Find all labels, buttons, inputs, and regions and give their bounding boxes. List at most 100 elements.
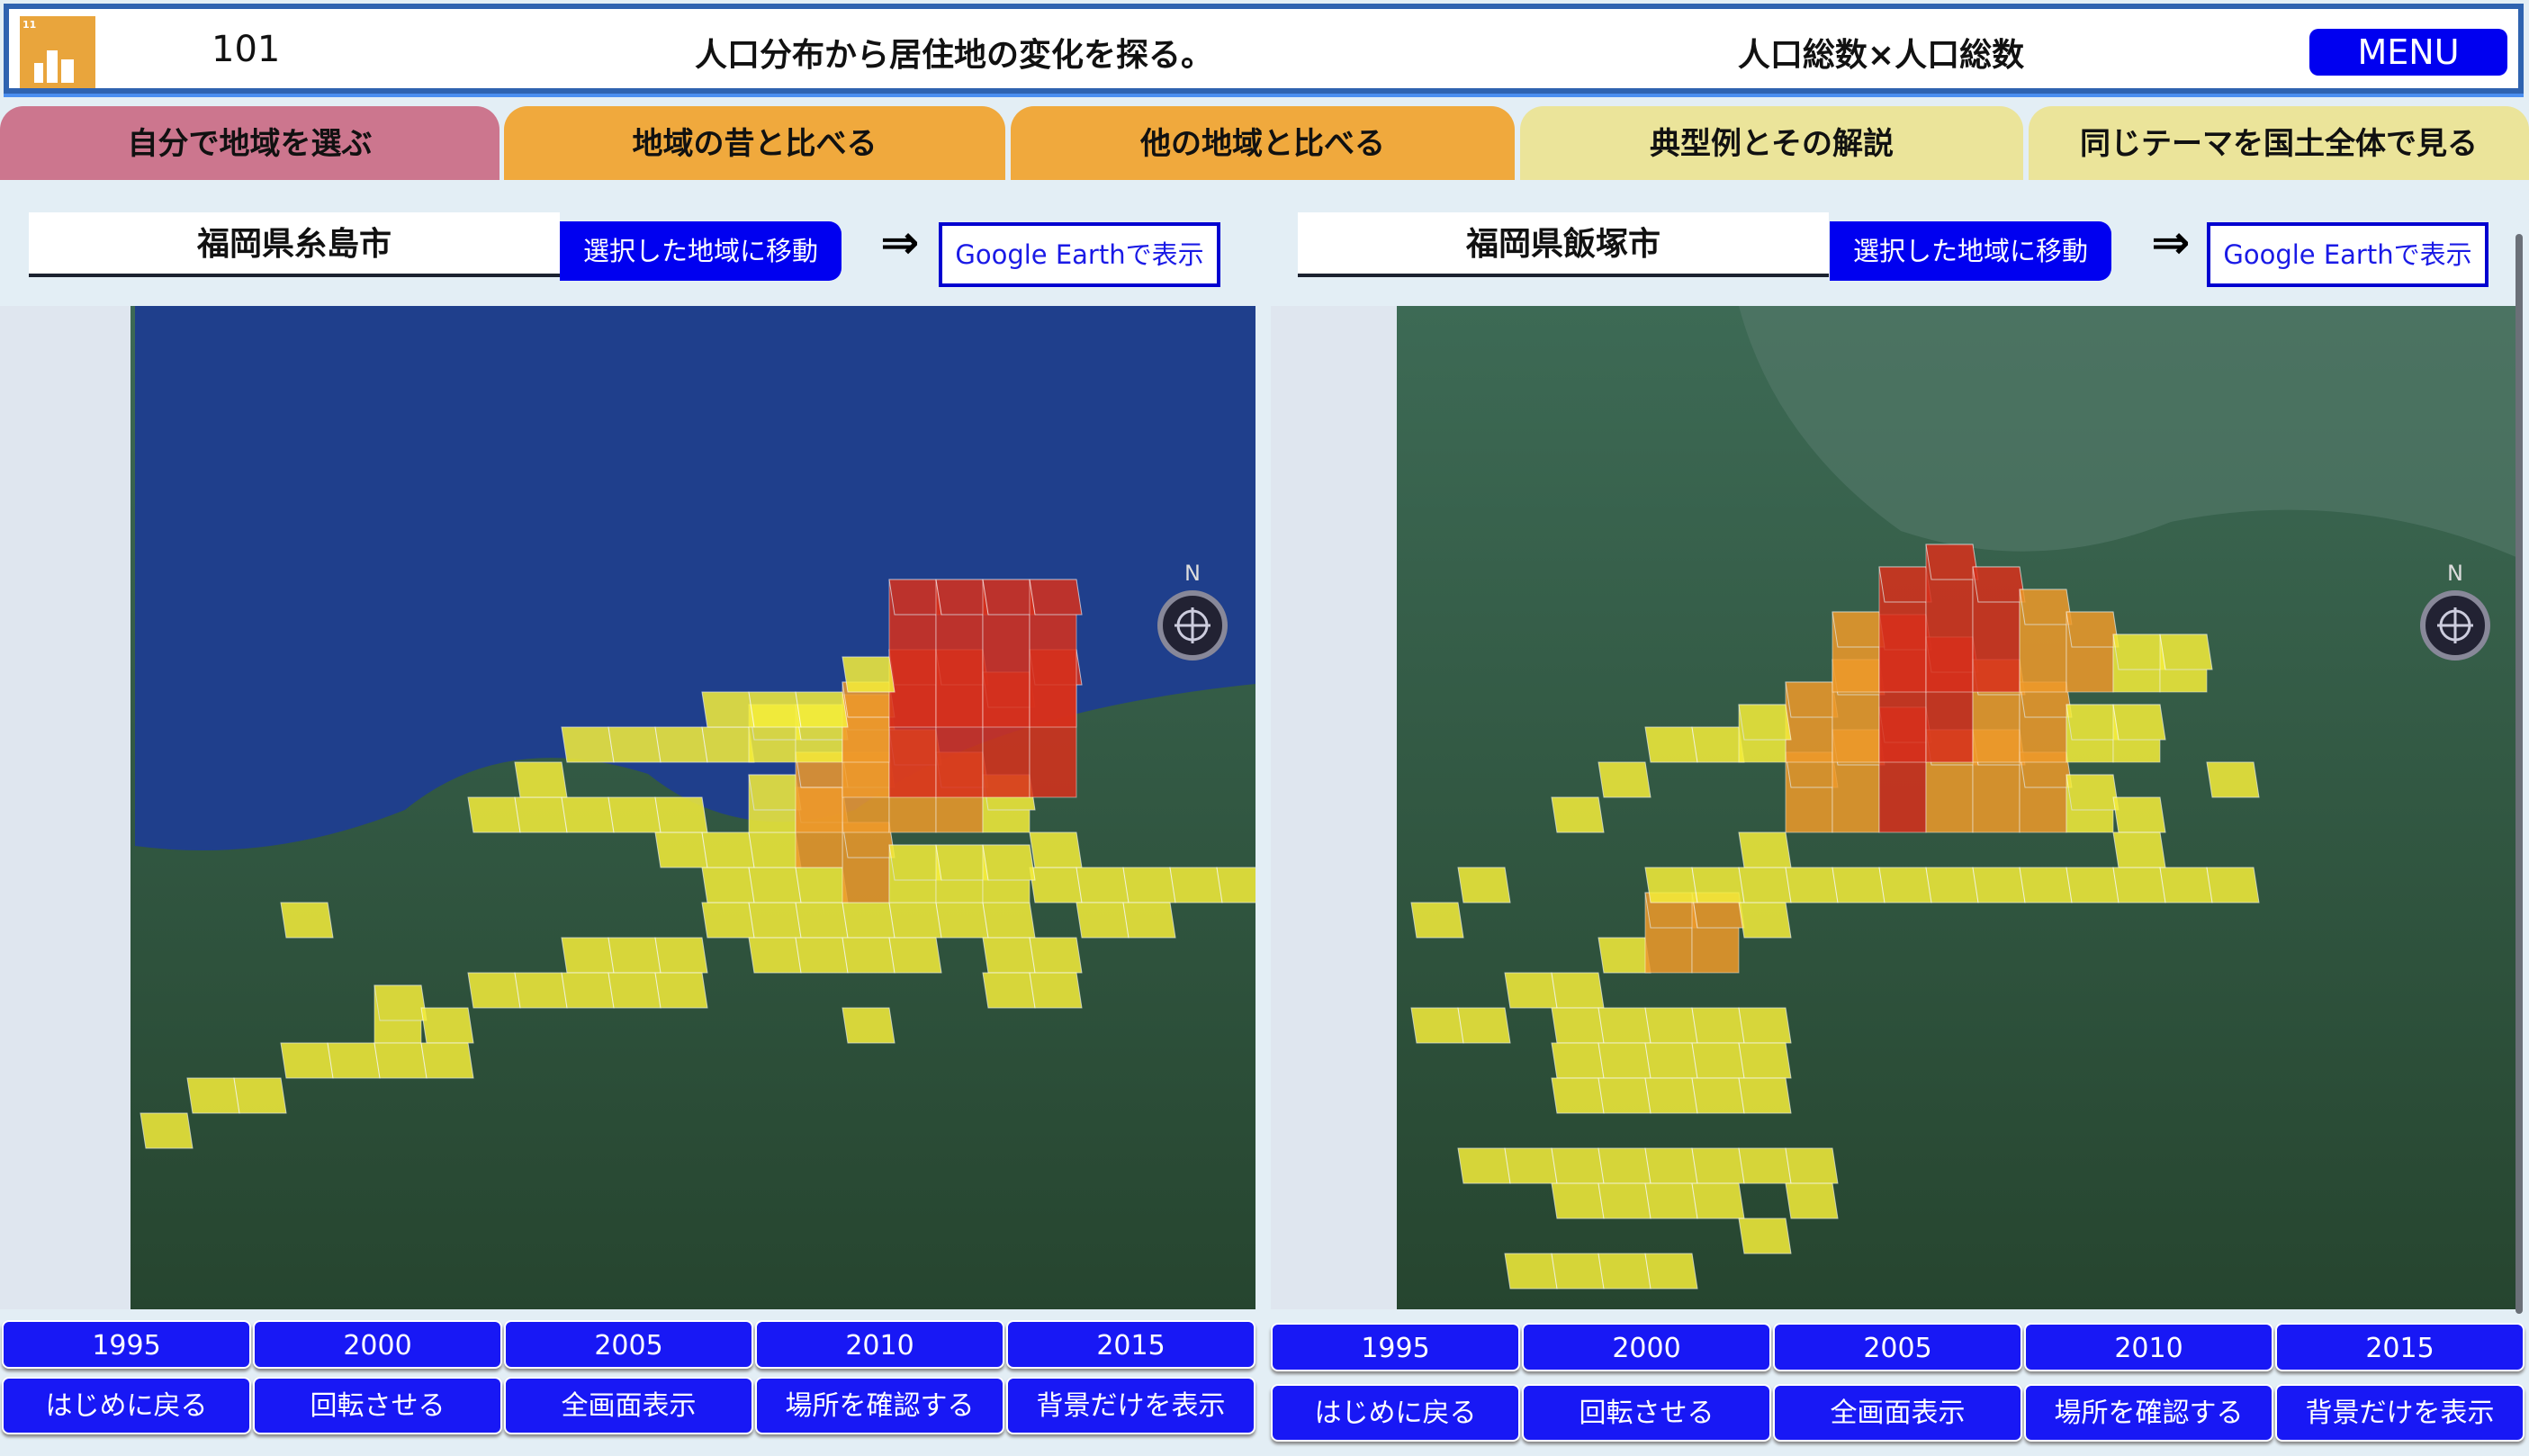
tab-national-view[interactable]: 同じテーマを国土全体で見る — [2029, 106, 2529, 180]
population-bar — [1551, 972, 1605, 1009]
population-bar — [1122, 902, 1176, 939]
population-bar — [1410, 1007, 1464, 1044]
header-bar: 11 101 人口分布から居住地の変化を探る。 人口総数×人口総数 MENU — [4, 4, 2524, 94]
population-bar — [842, 902, 896, 939]
population-bar — [654, 726, 708, 763]
population-bar — [2019, 867, 2073, 903]
population-bar — [1691, 892, 1745, 974]
population-bar — [701, 902, 755, 939]
map-view-right[interactable]: N — [1271, 306, 2518, 1309]
year-button-2015[interactable]: 2015 — [1006, 1320, 1256, 1369]
move-to-region-button-right[interactable]: 選択した地域に移動 — [1830, 221, 2111, 281]
fullscreen-button[interactable]: 全画面表示 — [504, 1377, 753, 1434]
population-bar — [1076, 902, 1130, 939]
population-bar — [2066, 867, 2120, 903]
population-bar — [795, 867, 849, 903]
population-bar — [1785, 867, 1839, 903]
population-bar — [1785, 1147, 1839, 1184]
population-bar — [842, 656, 896, 693]
year-button-2010[interactable]: 2010 — [2024, 1323, 2273, 1371]
sdg-11-logo: 11 — [20, 16, 95, 88]
population-bar — [795, 902, 849, 939]
year-button-1995[interactable]: 1995 — [2, 1320, 251, 1369]
reset-button[interactable]: はじめに戻る — [2, 1377, 251, 1434]
population-bar — [701, 691, 755, 728]
fullscreen-button[interactable]: 全画面表示 — [1773, 1384, 2022, 1442]
population-bar — [935, 579, 989, 728]
population-bar — [561, 726, 615, 763]
population-bar — [935, 844, 989, 903]
population-bar — [1738, 1077, 1792, 1114]
population-bar — [1598, 1147, 1652, 1184]
population-bar — [561, 937, 615, 974]
population-bar — [1972, 566, 2026, 693]
tab-select-region[interactable]: 自分で地域を選ぶ — [0, 106, 500, 180]
population-bar — [608, 796, 662, 833]
population-bar — [1598, 1182, 1652, 1219]
background-only-button[interactable]: 背景だけを表示 — [2275, 1384, 2524, 1442]
year-button-1995[interactable]: 1995 — [1271, 1323, 1520, 1371]
population-bar — [1738, 704, 1792, 763]
population-bar — [842, 937, 896, 974]
population-bar — [1878, 566, 1932, 693]
population-bar — [608, 937, 662, 974]
population-bar — [795, 751, 849, 833]
locate-button[interactable]: 場所を確認する — [755, 1377, 1004, 1434]
population-bar — [654, 972, 708, 1009]
background-only-button[interactable]: 背景だけを表示 — [1006, 1377, 1256, 1434]
population-bar — [1410, 902, 1464, 939]
map-view-left[interactable]: N — [0, 306, 1256, 1309]
city-buildings-icon — [34, 50, 74, 83]
population-bar — [701, 831, 755, 868]
menu-button[interactable]: MENU — [2309, 29, 2507, 76]
population-bar — [1972, 867, 2026, 903]
locate-button[interactable]: 場所を確認する — [2024, 1384, 2273, 1442]
population-bar — [1644, 892, 1698, 974]
population-bar — [1169, 867, 1223, 903]
year-button-2010[interactable]: 2010 — [755, 1320, 1004, 1369]
population-bar — [982, 844, 1036, 903]
population-bar — [1691, 867, 1745, 903]
logo-number: 11 — [22, 19, 37, 31]
year-button-2005[interactable]: 2005 — [504, 1320, 753, 1369]
theme-title: 人口総数×人口総数 — [1737, 37, 2025, 74]
population-bar — [795, 691, 849, 728]
google-earth-button-right[interactable]: Google Earthで表示 — [2207, 222, 2488, 287]
population-bar — [374, 984, 428, 1044]
rotate-button[interactable]: 回転させる — [1522, 1384, 1771, 1442]
year-button-2015[interactable]: 2015 — [2275, 1323, 2524, 1371]
population-bar — [748, 937, 802, 974]
google-earth-button-left[interactable]: Google Earthで表示 — [939, 222, 1220, 287]
tab-compare-past[interactable]: 地域の昔と比べる — [504, 106, 1005, 180]
population-bar — [1738, 867, 1792, 903]
population-bar — [1925, 867, 1979, 903]
population-bar — [1029, 937, 1083, 974]
population-bar — [2159, 867, 2213, 903]
year-button-2000[interactable]: 2000 — [1522, 1323, 1771, 1371]
move-to-region-button-left[interactable]: 選択した地域に移動 — [560, 221, 842, 281]
population-bar — [748, 691, 802, 728]
compass-icon[interactable]: N — [1157, 561, 1228, 661]
tab-compare-other[interactable]: 他の地域と比べる — [1011, 106, 1515, 180]
population-bar — [842, 681, 896, 763]
rotate-button[interactable]: 回転させる — [253, 1377, 502, 1434]
population-bar — [748, 774, 802, 833]
population-bar — [1644, 1042, 1698, 1079]
region-name-right[interactable]: 福岡県飯塚市 — [1298, 212, 1829, 277]
population-bar — [1691, 1147, 1745, 1184]
compass-icon[interactable]: N — [2420, 561, 2490, 661]
tab-examples[interactable]: 典型例とその解説 — [1520, 106, 2023, 180]
population-bar — [1832, 867, 1886, 903]
year-button-2005[interactable]: 2005 — [1773, 1323, 2022, 1371]
year-button-2000[interactable]: 2000 — [253, 1320, 502, 1369]
population-bar — [935, 902, 989, 939]
scrollbar[interactable] — [2516, 234, 2523, 1314]
population-bar — [1644, 1007, 1698, 1044]
population-bar — [280, 902, 334, 939]
item-number: 101 — [212, 29, 281, 70]
reset-button[interactable]: はじめに戻る — [1271, 1384, 1520, 1442]
population-bar — [1644, 1147, 1698, 1184]
population-bar — [1691, 1007, 1745, 1044]
population-bar — [1644, 726, 1698, 763]
region-name-left[interactable]: 福岡県糸島市 — [29, 212, 560, 277]
